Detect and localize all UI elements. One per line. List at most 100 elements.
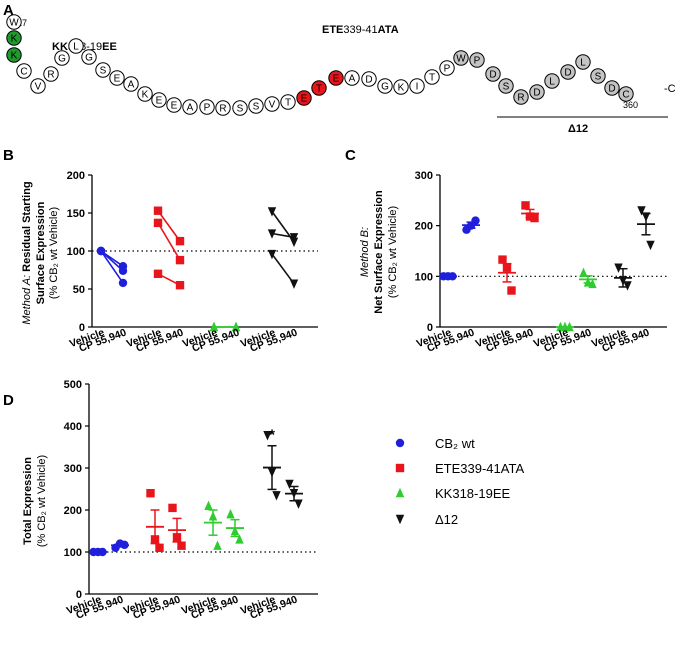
residue-letter: S: [253, 102, 260, 113]
data-point: [521, 201, 530, 210]
residue-letter: K: [398, 83, 405, 94]
end-residue-number: 360: [623, 100, 638, 110]
data-point: [231, 321, 241, 332]
residue-letter: V: [35, 82, 42, 93]
legend-item: Δ12: [395, 512, 458, 527]
residue-circle: [409, 78, 425, 94]
data-point: [209, 321, 219, 332]
residue-circle: [328, 70, 344, 86]
paired-line: [100, 250, 124, 284]
residue-letter: A: [349, 74, 356, 85]
data-point: [498, 255, 507, 264]
data-point: [118, 266, 128, 275]
y-tick-label: 200: [415, 221, 433, 233]
data-point: [637, 206, 646, 216]
residue-circle: [16, 63, 32, 79]
residue-circle: [560, 64, 576, 80]
y-axis-label: (% CB₂ wt Vehicle): [48, 207, 60, 299]
residue-letter: D: [564, 68, 571, 79]
legend-item: CB₂ wt: [395, 436, 475, 451]
residue-letter: D: [533, 88, 540, 99]
residue-circle: [469, 52, 485, 68]
residue-circle: [54, 50, 70, 66]
paired-line: [157, 222, 181, 261]
residue-circle: [215, 100, 231, 116]
residue-circle: [182, 99, 198, 115]
residue-letter: W: [9, 18, 19, 29]
significance-asterisk: *: [269, 427, 275, 444]
paired-line: [100, 250, 124, 272]
residue-circle: [485, 66, 501, 82]
data-point: [471, 216, 480, 225]
residue-circle: [6, 47, 22, 63]
y-tick-label: 0: [427, 322, 433, 334]
data-point: [153, 218, 163, 228]
residue-circle: [377, 78, 393, 94]
residue-letter: L: [580, 58, 586, 69]
residue-letter: D: [365, 75, 372, 86]
residue-circle: [68, 38, 84, 54]
y-tick-label: 300: [64, 463, 82, 475]
data-point: [646, 240, 655, 251]
residue-letter: C: [622, 90, 629, 101]
residue-letter: T: [429, 73, 435, 84]
residue-letter: E: [171, 101, 178, 112]
x-tick-label: CP 55,940: [600, 326, 651, 354]
legend: CB₂ wt ETE339-41ATA KK318-19EE Δ12: [395, 436, 524, 527]
residue-letter: T: [285, 98, 291, 109]
y-axis-label: (% CB₂ wt Vehicle): [387, 206, 399, 298]
legend-item: ETE339-41ATA: [395, 461, 524, 476]
residue-letter: A: [187, 103, 194, 114]
residue-letter: E: [114, 74, 121, 85]
legend-label: CB₂ wt: [435, 436, 475, 451]
residue-letter: A: [128, 80, 135, 91]
residue-letter: R: [219, 104, 226, 115]
residue-letter: P: [444, 64, 451, 75]
residue-circle: [264, 96, 280, 112]
residue-circle: [453, 50, 469, 66]
legend-label: KK318-19EE: [435, 486, 510, 501]
residue-letter: K: [11, 34, 18, 45]
residue-circle: [81, 49, 97, 65]
data-point: [267, 249, 277, 260]
residue-circle: [604, 80, 620, 96]
ete-mutation-label-a: ETE: [322, 24, 343, 36]
y-axis-label: Net Surface Expression: [373, 190, 385, 314]
data-point: [213, 540, 222, 550]
residue-letter: K: [11, 51, 18, 62]
residue-circle: [30, 78, 46, 94]
residue-circle: [344, 70, 360, 86]
data-point: [507, 286, 516, 295]
residue-letter: R: [517, 93, 524, 104]
data-point: [175, 255, 185, 265]
data-point: [579, 267, 588, 277]
y-tick-label: 100: [64, 547, 82, 559]
residue-letter: S: [237, 104, 244, 115]
data-point: [175, 236, 185, 246]
data-point: [267, 207, 277, 217]
legend-label: ETE339-41ATA: [435, 461, 524, 476]
data-point: [235, 534, 244, 544]
legend-marker: [395, 514, 405, 525]
residue-letter: S: [100, 66, 107, 77]
kk-mutation-label-a: KK: [52, 41, 68, 53]
residue-letter: G: [58, 54, 66, 65]
data-point: [146, 489, 155, 498]
data-point: [294, 499, 303, 509]
residue-circle: [529, 84, 545, 100]
panel-letter: C: [345, 147, 356, 164]
panel-a-letter: A: [3, 2, 14, 19]
data-point: [272, 491, 281, 501]
data-point: [155, 543, 164, 552]
y-tick-label: 200: [67, 170, 85, 182]
data-point: [289, 233, 299, 243]
y-tick-label: 0: [79, 322, 85, 334]
residue-circle: [296, 90, 312, 106]
y-axis-label: Surface Expression: [35, 201, 47, 304]
residue-circle: [199, 99, 215, 115]
residue-letter: P: [474, 56, 481, 67]
residue-circle: [361, 71, 377, 87]
